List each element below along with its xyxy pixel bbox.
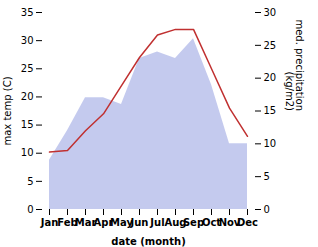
- svg-text:25: 25: [21, 63, 34, 74]
- svg-text:Nov: Nov: [218, 216, 241, 228]
- svg-text:25: 25: [264, 40, 277, 51]
- svg-text:Feb: Feb: [57, 216, 78, 228]
- svg-text:med. precipitation(kg/m2): med. precipitation(kg/m2): [284, 19, 305, 111]
- svg-text:Oct: Oct: [201, 216, 222, 228]
- svg-text:35: 35: [21, 7, 34, 18]
- svg-text:15: 15: [264, 105, 277, 116]
- svg-text:max temp (C): max temp (C): [2, 76, 13, 145]
- svg-text:Jul: Jul: [149, 217, 164, 228]
- svg-text:5: 5: [264, 171, 270, 182]
- svg-text:date (month): date (month): [111, 236, 185, 247]
- svg-text:Apr: Apr: [93, 216, 114, 228]
- svg-text:10: 10: [264, 138, 277, 149]
- svg-text:Aug: Aug: [164, 216, 187, 228]
- svg-text:10: 10: [21, 147, 34, 158]
- svg-text:Jan: Jan: [40, 217, 59, 228]
- svg-text:Sep: Sep: [183, 217, 204, 228]
- svg-text:0: 0: [27, 204, 33, 215]
- svg-text:30: 30: [264, 7, 277, 18]
- svg-text:20: 20: [264, 72, 277, 83]
- svg-text:Jun: Jun: [130, 217, 149, 228]
- svg-text:0: 0: [264, 204, 270, 215]
- svg-text:30: 30: [21, 35, 34, 46]
- svg-text:15: 15: [21, 119, 34, 130]
- svg-text:5: 5: [27, 176, 33, 187]
- svg-text:Dec: Dec: [237, 217, 258, 228]
- svg-text:Mar: Mar: [74, 216, 97, 228]
- svg-text:May: May: [110, 216, 133, 228]
- svg-text:20: 20: [21, 91, 34, 102]
